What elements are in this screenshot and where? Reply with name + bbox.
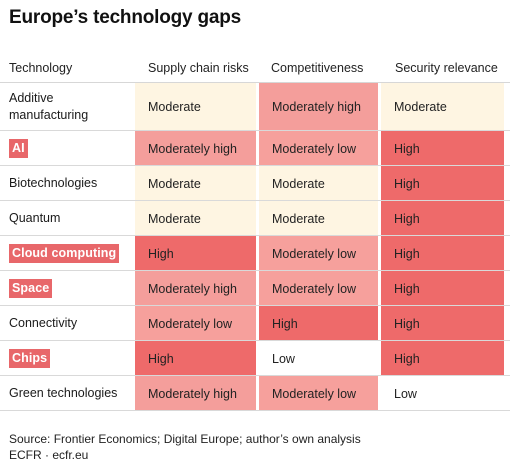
heat-cell-security-relevance: High (381, 271, 504, 306)
table-row: Green technologies Moderately high Moderat… (0, 376, 510, 411)
technology-cell: Biotechnologies (9, 166, 133, 201)
row-divider (0, 305, 510, 306)
technology-label: Green technologies (9, 386, 118, 400)
heat-cell-supply-chain-risks: Moderately high (135, 376, 256, 411)
heat-cell-competitiveness: Moderate (259, 166, 378, 201)
heat-cell-competitiveness: High (259, 306, 378, 341)
technology-label: AI (9, 139, 28, 158)
credit-note: ECFR · ecfr.eu (9, 448, 89, 462)
source-note: Source: Frontier Economics; Digital Euro… (9, 432, 361, 446)
chart-title: Europe’s technology gaps (9, 7, 242, 28)
heat-cell-security-relevance: High (381, 201, 504, 236)
header-supply-chain-risks: Supply chain risks (148, 61, 249, 75)
technology-cell: Space (9, 271, 133, 306)
row-divider (0, 270, 510, 271)
heat-cell-supply-chain-risks: Moderate (135, 201, 256, 236)
header-technology: Technology (9, 61, 73, 75)
table-row: Quantum Moderate Moderate High (0, 201, 510, 236)
heat-cell-competitiveness: Moderately low (259, 131, 378, 166)
heat-cell-competitiveness: Moderately high (259, 83, 378, 131)
heat-cell-security-relevance: High (381, 131, 504, 166)
heat-cell-security-relevance: High (381, 306, 504, 341)
heat-cell-competitiveness: Moderate (259, 201, 378, 236)
technology-label: Space (9, 279, 53, 298)
heat-cell-supply-chain-risks: High (135, 236, 256, 271)
table-row: Chips High Low High (0, 341, 510, 376)
row-divider (0, 340, 510, 341)
technology-cell: AI (9, 131, 133, 166)
table-row: Cloud computing High Moderately low High (0, 236, 510, 271)
technology-cell: Cloud computing (9, 236, 133, 271)
technology-label: Biotechnologies (9, 176, 98, 190)
heat-cell-security-relevance: Low (381, 376, 504, 411)
row-divider (0, 375, 510, 376)
row-divider (0, 200, 510, 201)
table-row: Connectivity Moderately low High High (0, 306, 510, 341)
heat-cell-security-relevance: High (381, 341, 504, 376)
technology-cell: Connectivity (9, 306, 133, 341)
heat-cell-supply-chain-risks: Moderately high (135, 271, 256, 306)
technology-label: Connectivity (9, 316, 78, 330)
heat-cell-supply-chain-risks: Moderate (135, 83, 256, 131)
technology-label: Cloud computing (9, 244, 120, 263)
technology-cell: Green technologies (9, 376, 133, 411)
heat-cell-supply-chain-risks: Moderately high (135, 131, 256, 166)
table-header: Technology Supply chain risks Competitiv… (0, 52, 510, 83)
heat-cell-supply-chain-risks: Moderately low (135, 306, 256, 341)
heat-cell-competitiveness: Moderately low (259, 271, 378, 306)
technology-label: Quantum (9, 211, 61, 225)
heat-cell-competitiveness: Low (259, 341, 378, 376)
heat-cell-security-relevance: Moderate (381, 83, 504, 131)
row-divider (0, 235, 510, 236)
technology-cell: Chips (9, 341, 133, 376)
heat-cell-competitiveness: Moderately low (259, 376, 378, 411)
header-security-relevance: Security relevance (395, 61, 498, 75)
header-competitiveness: Competitiveness (271, 61, 364, 75)
heat-cell-supply-chain-risks: High (135, 341, 256, 376)
heat-cell-security-relevance: High (381, 236, 504, 271)
technology-label: Chips (9, 349, 51, 368)
table-row: AI Moderately high Moderately low High (0, 131, 510, 166)
heat-cell-competitiveness: Moderately low (259, 236, 378, 271)
technology-cell: Additive manufacturing (9, 83, 133, 131)
technology-label: Additive manufacturing (9, 91, 89, 122)
table-row: Additive manufacturing Moderate Moderately… (0, 83, 510, 131)
heat-cell-security-relevance: High (381, 166, 504, 201)
row-divider (0, 130, 510, 131)
row-divider (0, 165, 510, 166)
table-row: Space Moderately high Moderately low High (0, 271, 510, 306)
heat-cell-supply-chain-risks: Moderate (135, 166, 256, 201)
row-divider (0, 410, 510, 411)
table-row: Biotechnologies Moderate Moderate High (0, 166, 510, 201)
technology-cell: Quantum (9, 201, 133, 236)
